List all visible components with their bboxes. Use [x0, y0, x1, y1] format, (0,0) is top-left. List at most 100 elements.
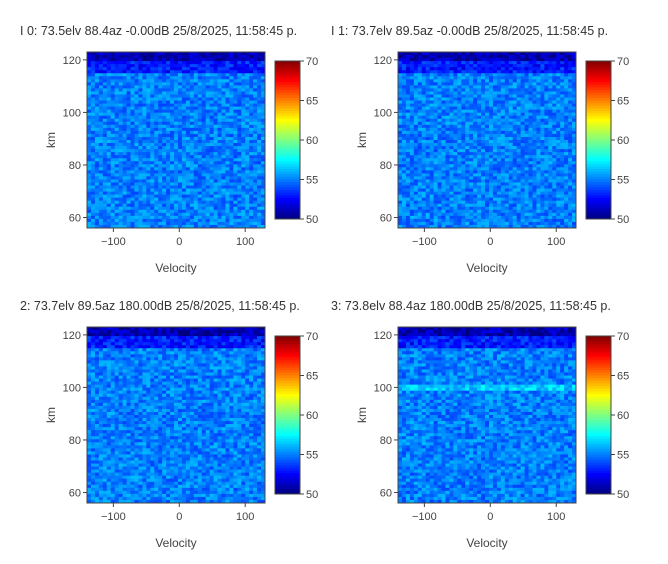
heatmap-cell [190, 161, 194, 164]
heatmap-cell [473, 113, 477, 116]
heatmap-cell [166, 179, 170, 182]
heatmap-cell [214, 101, 218, 104]
heatmap-cell [449, 125, 453, 128]
heatmap-cell [469, 164, 473, 167]
heatmap-cell [481, 146, 485, 149]
heatmap-cell [218, 94, 222, 97]
heatmap-cell [477, 204, 481, 207]
heatmap-cell [253, 189, 257, 192]
heatmap-cell [194, 204, 198, 207]
heatmap-cell [434, 82, 438, 85]
heatmap-cell [540, 161, 544, 164]
heatmap-cell [103, 64, 107, 67]
heatmap-cell [225, 94, 229, 97]
heatmap-cell [111, 82, 115, 85]
heatmap-cell [225, 64, 229, 67]
heatmap-cell [481, 52, 485, 55]
heatmap-cell [501, 158, 505, 161]
heatmap-cell [138, 152, 142, 155]
heatmap-cell [525, 186, 529, 189]
heatmap-cell [138, 94, 142, 97]
heatmap-cell [552, 164, 556, 167]
heatmap-cell [178, 170, 182, 173]
heatmap-cell [564, 146, 568, 149]
heatmap-cell [509, 107, 513, 110]
heatmap-cell [91, 179, 95, 182]
heatmap-cell [477, 128, 481, 131]
heatmap-cell [461, 107, 465, 110]
heatmap-cell [249, 64, 253, 67]
heatmap-cell [123, 192, 127, 195]
heatmap-cell [229, 101, 233, 104]
heatmap-cell [218, 134, 222, 137]
heatmap-cell [162, 119, 166, 122]
heatmap-cell [123, 88, 127, 91]
heatmap-cell [398, 128, 402, 131]
heatmap-cell [245, 219, 249, 222]
heatmap-cell [552, 73, 556, 76]
heatmap-cell [418, 116, 422, 119]
heatmap-cell [115, 88, 119, 91]
heatmap-cell [178, 67, 182, 70]
heatmap-cell [418, 155, 422, 158]
heatmap-cell [449, 152, 453, 155]
heatmap-cell [477, 155, 481, 158]
heatmap-cell [103, 104, 107, 107]
heatmap-cell [95, 170, 99, 173]
heatmap-cell [560, 134, 564, 137]
heatmap-cell [473, 167, 477, 170]
heatmap-cell [449, 88, 453, 91]
heatmap-cell [556, 116, 560, 119]
heatmap-cell [182, 216, 186, 219]
heatmap-cell [434, 152, 438, 155]
heatmap-cell [186, 167, 190, 170]
heatmap-cell [513, 125, 517, 128]
heatmap-cell [154, 164, 158, 167]
heatmap-cell [241, 64, 245, 67]
heatmap-cell [521, 104, 525, 107]
heatmap-cell [198, 94, 202, 97]
heatmap-cell [426, 64, 430, 67]
heatmap-cell [536, 58, 540, 61]
heatmap-cell [564, 82, 568, 85]
heatmap-cell [115, 219, 119, 222]
heatmap-cell [414, 146, 418, 149]
heatmap-cell [438, 70, 442, 73]
heatmap-cell [202, 210, 206, 213]
heatmap-cell [406, 204, 410, 207]
heatmap-cell [513, 137, 517, 140]
heatmap-cell [560, 107, 564, 110]
heatmap-cell [509, 104, 513, 107]
heatmap-cell [131, 140, 135, 143]
heatmap-cell [87, 146, 91, 149]
heatmap-cell [186, 173, 190, 176]
heatmap-cell [410, 104, 414, 107]
heatmap-cell [225, 122, 229, 125]
heatmap-cell [568, 158, 572, 161]
heatmap-cell [182, 198, 186, 201]
heatmap-cell [406, 94, 410, 97]
heatmap-cell [525, 104, 529, 107]
heatmap-cell [87, 91, 91, 94]
heatmap-cell [552, 119, 556, 122]
heatmap-cell [210, 79, 214, 82]
x-tick-label: −100 [101, 236, 126, 248]
heatmap-cell [178, 113, 182, 116]
heatmap-cell [170, 104, 174, 107]
heatmap-cell [174, 158, 178, 161]
heatmap-cell [449, 128, 453, 131]
heatmap-cell [489, 143, 493, 146]
heatmap-cell [202, 201, 206, 204]
heatmap-cell [410, 55, 414, 58]
heatmap-cell [445, 125, 449, 128]
heatmap-cell [190, 88, 194, 91]
heatmap-cell [430, 140, 434, 143]
heatmap-cell [158, 173, 162, 176]
heatmap-cell [445, 88, 449, 91]
heatmap-cell [532, 170, 536, 173]
heatmap-cell [241, 107, 245, 110]
heatmap-cell [249, 186, 253, 189]
heatmap-cell [540, 101, 544, 104]
heatmap-cell [210, 82, 214, 85]
heatmap-cell [186, 116, 190, 119]
